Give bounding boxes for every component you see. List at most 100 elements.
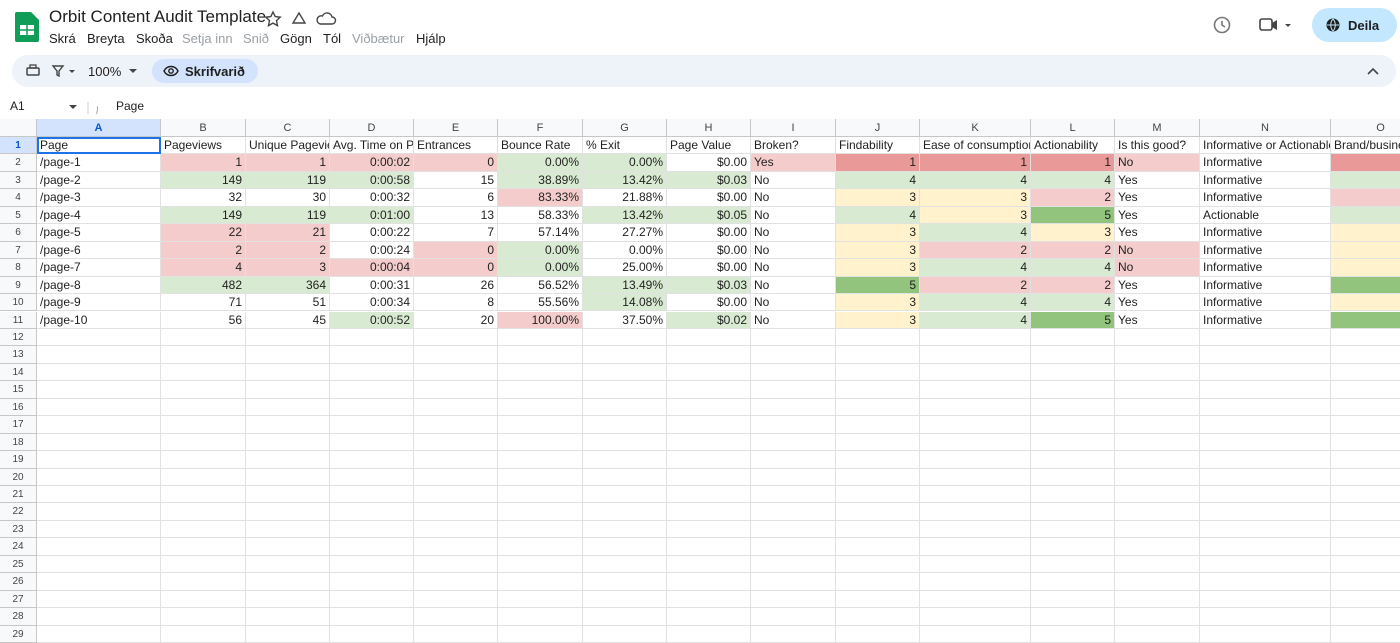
cell[interactable]: 0 (414, 154, 498, 172)
cell[interactable] (583, 538, 667, 556)
cell[interactable] (836, 346, 920, 364)
cell[interactable] (498, 486, 583, 504)
cell[interactable] (1031, 625, 1115, 643)
cell[interactable] (37, 398, 161, 417)
cell[interactable]: Actionable (1200, 206, 1331, 225)
row-header[interactable]: 27 (0, 590, 37, 609)
cell[interactable]: 15 (414, 171, 498, 190)
column-header[interactable]: G (583, 119, 667, 137)
doc-title[interactable]: Orbit Content Audit Template (49, 7, 267, 26)
cell[interactable]: 0:00:58 (330, 171, 414, 190)
cell[interactable]: 38.89% (498, 171, 583, 190)
cell[interactable] (161, 328, 246, 347)
cell[interactable] (37, 346, 161, 364)
cell[interactable] (1031, 486, 1115, 504)
cell[interactable]: /page-3 (37, 189, 161, 207)
row-header[interactable]: 23 (0, 520, 37, 539)
cell[interactable]: 7 (414, 224, 498, 242)
menu-item[interactable]: Hjálp (416, 31, 446, 46)
cell[interactable]: No (1115, 154, 1200, 172)
cell[interactable] (246, 608, 330, 626)
cell[interactable]: Informative (1200, 154, 1331, 172)
row-header[interactable]: 21 (0, 486, 37, 504)
cell[interactable] (498, 398, 583, 417)
cell[interactable] (667, 503, 751, 521)
row-header[interactable]: 10 (0, 294, 37, 312)
cell[interactable] (583, 416, 667, 434)
cell[interactable]: Informative (1200, 189, 1331, 207)
cell[interactable]: $0.03 (667, 171, 751, 190)
row-header[interactable]: 24 (0, 538, 37, 556)
cell[interactable] (1331, 538, 1400, 556)
cell[interactable]: 4 (920, 224, 1031, 242)
cell[interactable]: 4 (920, 311, 1031, 329)
cell[interactable] (330, 555, 414, 574)
cell[interactable] (414, 625, 498, 643)
cell[interactable] (330, 608, 414, 626)
cell[interactable] (1200, 433, 1331, 452)
cell[interactable] (1331, 206, 1400, 225)
cell[interactable] (920, 608, 1031, 626)
cell[interactable]: No (751, 294, 836, 312)
cell[interactable] (1200, 573, 1331, 591)
row-header[interactable]: 25 (0, 555, 37, 574)
cell[interactable] (498, 625, 583, 643)
cell[interactable]: 3 (920, 206, 1031, 225)
row-header[interactable]: 19 (0, 451, 37, 469)
row-header[interactable]: 14 (0, 363, 37, 382)
cell[interactable] (330, 538, 414, 556)
mode-label[interactable]: Skrifvarið (185, 64, 245, 79)
cell[interactable] (751, 520, 836, 539)
cell[interactable] (583, 520, 667, 539)
cell[interactable]: 2 (161, 241, 246, 260)
cell[interactable] (161, 608, 246, 626)
cell[interactable] (246, 486, 330, 504)
cell[interactable] (1031, 520, 1115, 539)
cell[interactable]: Brand/business (1331, 137, 1400, 155)
cell[interactable]: Yes (1115, 189, 1200, 207)
cell[interactable] (583, 555, 667, 574)
cell[interactable] (414, 398, 498, 417)
cell[interactable] (1331, 626, 1400, 643)
cell[interactable] (246, 328, 330, 347)
cell[interactable]: 1 (1031, 154, 1115, 172)
cell[interactable]: Unique Pageviews (246, 137, 330, 155)
menu-item[interactable]: Snið (243, 31, 270, 46)
cell[interactable]: 0 (414, 241, 498, 260)
cell[interactable]: 0:00:52 (330, 311, 414, 329)
cell[interactable] (37, 503, 161, 521)
cell[interactable]: No (1115, 259, 1200, 277)
cell[interactable]: 14.08% (583, 294, 667, 312)
column-header[interactable]: F (498, 119, 583, 137)
row-header[interactable]: 28 (0, 608, 37, 626)
cell[interactable]: 0:00:24 (330, 241, 414, 260)
cell[interactable]: Is this good? (1115, 137, 1200, 155)
cell[interactable]: /page-6 (37, 241, 161, 260)
title-icons[interactable] (264, 10, 338, 28)
cell[interactable]: 56.52% (498, 276, 583, 295)
cell[interactable]: /page-5 (37, 224, 161, 242)
cell[interactable]: 51 (246, 294, 330, 312)
cell[interactable] (1031, 503, 1115, 521)
cell[interactable] (1031, 538, 1115, 556)
cell[interactable]: 6 (414, 189, 498, 207)
cell[interactable] (1331, 329, 1400, 347)
cell[interactable]: 13 (414, 206, 498, 225)
cell[interactable] (920, 433, 1031, 452)
cell[interactable] (920, 468, 1031, 486)
cell[interactable] (1331, 469, 1400, 486)
menu-item[interactable]: Gögn (280, 31, 312, 46)
cell[interactable]: 26 (414, 276, 498, 295)
cell[interactable]: 2 (1031, 241, 1115, 260)
cell[interactable]: 3 (920, 189, 1031, 207)
cell[interactable] (836, 503, 920, 521)
cell[interactable] (161, 363, 246, 382)
cell[interactable]: No (751, 171, 836, 190)
cell[interactable] (751, 346, 836, 364)
cell[interactable]: /page-4 (37, 206, 161, 225)
cell[interactable]: 0.00% (498, 259, 583, 277)
cell[interactable] (1115, 486, 1200, 504)
cell[interactable] (920, 416, 1031, 434)
cell[interactable] (161, 590, 246, 609)
cell[interactable] (920, 503, 1031, 521)
